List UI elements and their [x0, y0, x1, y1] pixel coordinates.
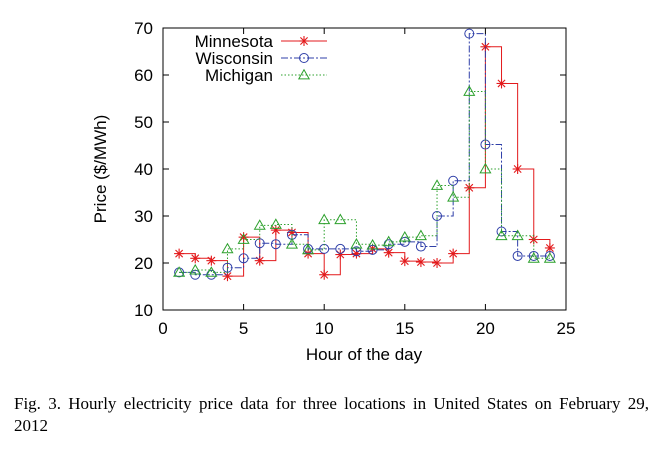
ticks-layer: 0 5 10 15 20 25 10 20 30 40 50 60 70: [134, 19, 575, 338]
point-michigan: [366, 238, 379, 250]
y-tick-label: 60: [134, 66, 153, 85]
point-wisconsin: [464, 28, 475, 39]
y-tick-label: 40: [134, 160, 153, 179]
point-michigan: [430, 179, 444, 190]
point-minnesota: [448, 248, 459, 259]
point-minnesota: [206, 255, 217, 266]
point-wisconsin: [512, 250, 523, 261]
x-tick-label: 10: [315, 319, 334, 338]
point-michigan: [189, 263, 202, 275]
point-michigan: [205, 266, 218, 277]
legend-label-wisconsin: Wisconsin: [196, 49, 273, 68]
point-michigan: [463, 85, 476, 96]
point-michigan: [447, 190, 460, 202]
point-minnesota: [415, 257, 426, 268]
legend-item-michigan: Michigan: [205, 66, 327, 85]
point-wisconsin: [528, 250, 539, 261]
series-line-wisconsin: [179, 33, 550, 276]
legend-marker-minnesota: [299, 36, 309, 46]
point-minnesota: [512, 164, 523, 174]
x-tick-label: 20: [476, 319, 495, 338]
point-michigan: [302, 243, 315, 255]
point-michigan: [382, 235, 395, 247]
point-wisconsin: [448, 175, 459, 186]
point-michigan: [269, 218, 282, 229]
point-wisconsin: [415, 241, 426, 252]
legend-item-minnesota: Minnesota: [195, 32, 327, 51]
point-michigan: [511, 229, 524, 241]
point-minnesota: [432, 258, 443, 268]
point-wisconsin: [270, 239, 281, 250]
price-chart: 0 5 10 15 20 25 10 20 30 40 50 60 70 Hour of the day…: [91, 19, 575, 364]
legend-marker-wisconsin: [299, 53, 309, 63]
point-michigan: [479, 162, 492, 174]
point-michigan: [334, 213, 347, 225]
point-minnesota: [222, 271, 233, 282]
point-minnesota: [335, 249, 346, 260]
legend-label-minnesota: Minnesota: [195, 32, 274, 51]
legend-label-michigan: Michigan: [205, 66, 273, 85]
point-minnesota: [496, 78, 507, 89]
point-minnesota: [190, 253, 201, 264]
point-wisconsin: [238, 253, 249, 264]
point-michigan: [495, 229, 508, 241]
x-tick-label: 25: [557, 319, 576, 338]
y-tick-label: 30: [134, 207, 153, 226]
x-tick-label: 5: [239, 319, 248, 338]
point-michigan: [543, 252, 556, 263]
x-axis-label: Hour of the day: [306, 345, 423, 364]
point-michigan: [221, 242, 234, 254]
point-michigan: [318, 213, 331, 225]
point-minnesota: [383, 247, 394, 258]
y-tick-label: 20: [134, 254, 153, 273]
figure-caption: Fig. 3. Hourly electricity price data fo…: [14, 394, 649, 435]
point-michigan: [173, 266, 186, 277]
point-minnesota: [174, 248, 185, 259]
point-wisconsin: [432, 211, 443, 221]
point-wisconsin: [351, 246, 362, 257]
point-michigan: [350, 237, 363, 249]
point-minnesota: [399, 256, 410, 267]
series-line-michigan: [179, 90, 550, 273]
point-wisconsin: [254, 238, 265, 249]
series-michigan: [173, 85, 556, 277]
point-michigan: [398, 230, 411, 242]
point-wisconsin: [544, 250, 555, 261]
y-tick-label: 50: [134, 113, 153, 132]
legend-marker-michigan: [297, 68, 311, 80]
legend-item-wisconsin: Wisconsin: [196, 49, 327, 68]
point-michigan: [527, 252, 540, 263]
point-michigan: [414, 229, 427, 241]
point-minnesota: [319, 269, 330, 280]
x-tick-label: 0: [158, 319, 167, 338]
point-michigan: [285, 237, 299, 249]
series-layer: [173, 28, 556, 282]
y-axis-label: Price ($/MWh): [91, 115, 110, 224]
x-tick-label: 15: [395, 319, 414, 338]
point-wisconsin: [335, 243, 346, 254]
point-minnesota: [270, 225, 281, 236]
y-tick-label: 70: [134, 19, 153, 38]
point-minnesota: [351, 248, 362, 259]
point-michigan: [253, 219, 266, 230]
y-tick-label: 10: [134, 301, 153, 320]
point-michigan: [237, 233, 250, 244]
